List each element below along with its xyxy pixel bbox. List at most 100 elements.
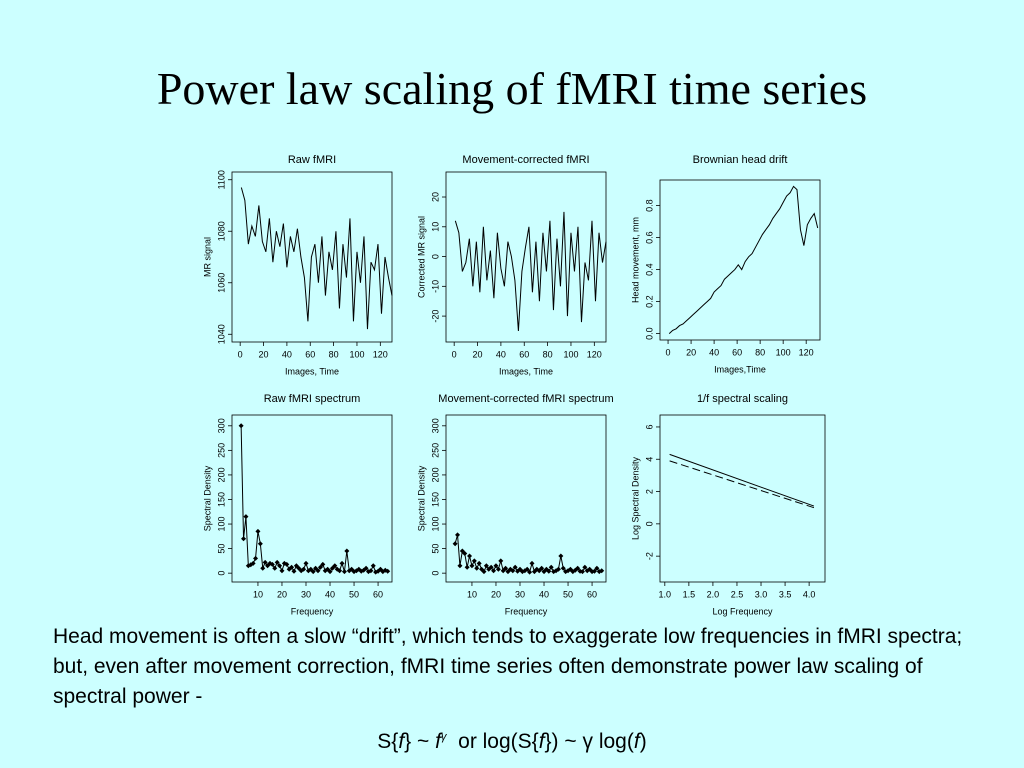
y-axis-label: Log Spectral Density	[630, 456, 640, 540]
chart-title: 1/f spectral scaling	[697, 393, 788, 405]
data-point	[467, 553, 473, 559]
formula-part: γ	[440, 731, 447, 743]
x-tick-label: 20	[277, 589, 287, 599]
data-point	[385, 568, 391, 574]
y-tick-label: 10	[430, 222, 440, 232]
formula-part: } ~	[404, 730, 436, 753]
data-point	[284, 561, 290, 567]
formula-part: f	[398, 730, 405, 753]
data-point	[341, 569, 347, 575]
data-point	[269, 561, 275, 567]
y-tick-label: -2	[644, 552, 654, 560]
y-tick-label: 0	[430, 571, 440, 576]
data-point	[455, 532, 461, 538]
x-tick-label: 60	[587, 589, 597, 599]
y-tick-label: 200	[430, 467, 440, 482]
y-tick-label: 0.4	[644, 263, 654, 276]
data-point	[481, 569, 487, 575]
formula-part: or log(S{	[446, 730, 539, 753]
x-tick-label: 1.0	[659, 589, 672, 599]
x-tick-label: 30	[301, 589, 311, 599]
formula-part: S{	[377, 730, 399, 753]
data-point	[274, 559, 280, 565]
chart-title: Movement-corrected fMRI spectrum	[438, 393, 613, 405]
data-point	[555, 566, 561, 572]
x-axis-label: Images, Time	[499, 366, 553, 376]
data-point	[277, 563, 283, 569]
y-tick-label: 50	[216, 544, 226, 554]
x-tick-label: 40	[539, 589, 549, 599]
formula-part: f	[538, 730, 545, 753]
data-point	[493, 563, 499, 569]
data-point	[344, 548, 350, 554]
data-point	[301, 566, 307, 572]
y-tick-label: 1100	[216, 170, 226, 189]
x-tick-label: 80	[755, 347, 765, 357]
x-tick-label: 100	[349, 349, 364, 359]
data-point	[558, 553, 564, 559]
y-tick-label: 2	[644, 489, 654, 494]
data-point	[241, 536, 247, 542]
data-point	[483, 563, 489, 569]
y-tick-label: 0	[644, 521, 654, 526]
formula-part: f	[435, 730, 441, 753]
data-point	[452, 541, 458, 547]
data-line	[240, 187, 393, 330]
data-line	[240, 425, 388, 573]
y-tick-label: 1060	[216, 273, 226, 293]
slide-title: Power law scaling of fMRI time series	[156, 63, 868, 114]
y-tick-label: 0.8	[644, 199, 654, 212]
x-tick-label: 3.5	[779, 589, 792, 599]
x-tick-label: 2.5	[731, 589, 744, 599]
x-tick-label: 20	[473, 349, 483, 359]
y-tick-label: 0	[216, 571, 226, 576]
formula-part: γ	[582, 730, 593, 753]
y-tick-label: 20	[430, 192, 440, 202]
data-point	[255, 528, 261, 534]
y-tick-label: 0.6	[644, 231, 654, 244]
data-point	[474, 565, 480, 571]
x-tick-label: 20	[491, 589, 501, 599]
data-point	[599, 568, 605, 574]
x-tick-label: 0	[666, 347, 671, 357]
data-point	[539, 565, 545, 571]
y-tick-label: 300	[430, 418, 440, 433]
x-tick-label: 120	[373, 349, 388, 359]
y-tick-label: 250	[216, 443, 226, 458]
x-tick-label: 120	[587, 349, 602, 359]
x-tick-label: 0	[238, 349, 243, 359]
data-point	[243, 514, 249, 520]
x-tick-label: 20	[686, 347, 696, 357]
data-point	[457, 563, 463, 569]
plot-box	[445, 414, 607, 583]
data-point	[524, 566, 530, 572]
data-point	[303, 560, 309, 566]
y-tick-label: 1080	[216, 221, 226, 241]
data-point	[272, 565, 278, 571]
data-point	[310, 569, 316, 575]
y-tick-label: 50	[430, 544, 440, 554]
data-point	[495, 566, 501, 572]
data-point	[253, 555, 259, 561]
data-point	[320, 561, 326, 567]
x-tick-label: 80	[543, 349, 553, 359]
data-point	[370, 563, 376, 569]
data-point	[260, 565, 266, 571]
x-tick-label: 1.5	[683, 589, 696, 599]
plot-box	[231, 414, 393, 583]
y-tick-label: -10	[430, 280, 440, 293]
data-point	[262, 559, 268, 565]
x-tick-label: 40	[282, 349, 292, 359]
x-axis-label: Frequency	[505, 606, 548, 616]
formula-part: )	[639, 730, 647, 753]
data-point	[488, 564, 494, 570]
y-tick-label: 1040	[216, 324, 226, 344]
x-tick-label: 0	[452, 349, 457, 359]
y-tick-label: -20	[430, 310, 440, 323]
x-tick-label: 40	[496, 349, 506, 359]
data-point	[257, 541, 263, 547]
y-tick-label: 6	[644, 424, 654, 429]
y-tick-label: 0.2	[644, 295, 654, 308]
